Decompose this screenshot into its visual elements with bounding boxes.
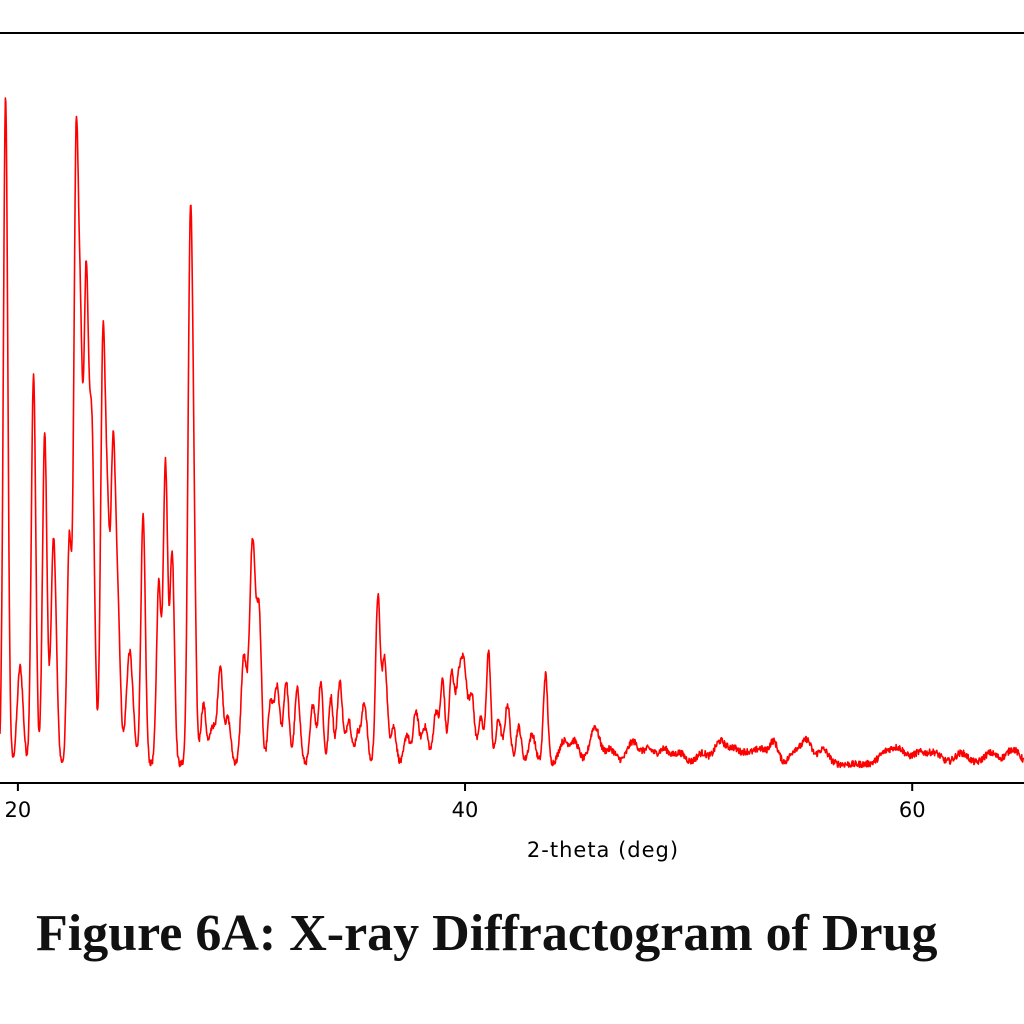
x-ticks: 20 40 60 [5, 783, 926, 822]
figure-caption: Figure 6A: X-ray Diffractogram of Drug [36, 905, 938, 962]
x-tick-label: 20 [5, 798, 32, 822]
x-tick-label: 40 [452, 798, 479, 822]
xrd-chart: 20 40 60 2-theta (deg) [0, 32, 1024, 862]
x-axis-label: 2-theta (deg) [527, 838, 679, 862]
x-tick-label: 60 [899, 798, 926, 822]
diffractogram-trace [0, 97, 1024, 769]
